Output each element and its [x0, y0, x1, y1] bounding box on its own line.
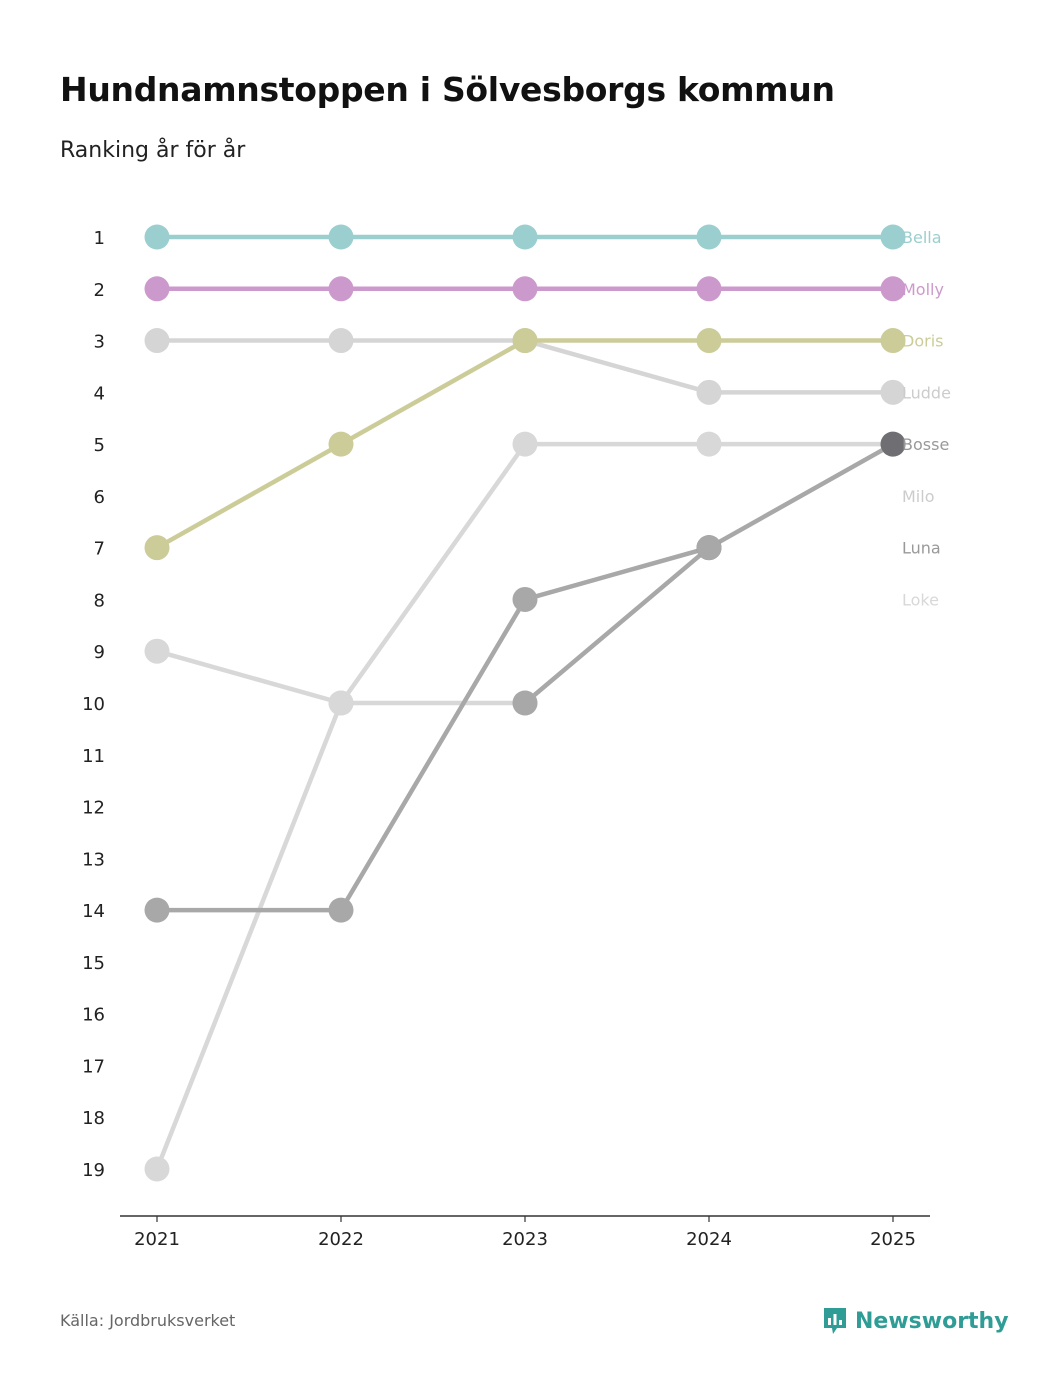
point-bella-2022: [328, 224, 354, 250]
x-axis-ticks: 2021 2022 2023 2024 2025: [134, 1216, 916, 1250]
y-tick-label: 7: [94, 539, 105, 560]
y-tick-label: 9: [94, 642, 105, 663]
point-luna-2023: [512, 586, 538, 612]
point-molly-2023: [512, 276, 538, 302]
point-doris-2025: [880, 328, 906, 354]
series-label-doris: Doris: [902, 332, 943, 351]
y-tick-label: 17: [82, 1056, 105, 1077]
point-ludde-2024: [696, 379, 722, 405]
source-note: Källa: Jordbruksverket: [60, 1311, 236, 1330]
point-bella-2025: [880, 224, 906, 250]
point-loke-2023: [512, 431, 538, 457]
point-loke-2024: [696, 431, 722, 457]
point-loke-2021: [144, 1156, 170, 1182]
newsworthy-logo: Newsworthy: [822, 1306, 1009, 1336]
series-label-loke: Loke: [902, 590, 939, 609]
series-points: [144, 224, 906, 1182]
series-label-milo: Milo: [902, 487, 934, 506]
y-tick-label: 8: [94, 590, 105, 611]
series-label-molly: Molly: [902, 280, 944, 299]
point-molly-2021: [144, 276, 170, 302]
point-bosse-2023: [512, 690, 538, 716]
series-label-bosse: Bosse: [902, 435, 949, 454]
point-bosse-2024: [696, 535, 722, 561]
series-label-luna: Luna: [902, 539, 941, 558]
series-label-bella: Bella: [902, 228, 942, 247]
chart-title: Hundnamnstoppen i Sölvesborgs kommun: [60, 70, 835, 109]
point-ludde-2025: [880, 379, 906, 405]
x-tick-label: 2023: [502, 1229, 548, 1250]
y-tick-label: 4: [94, 383, 105, 404]
point-ludde-2022: [328, 328, 354, 354]
point-milo-2021: [144, 638, 170, 664]
y-tick-label: 12: [82, 798, 105, 819]
point-luna-2022: [328, 897, 354, 923]
series-line-bosse: [523, 442, 895, 705]
series-line-luna: [157, 545, 710, 913]
y-tick-label: 19: [82, 1160, 105, 1181]
y-tick-label: 10: [82, 694, 105, 715]
y-tick-label: 18: [82, 1108, 105, 1129]
x-tick-label: 2022: [318, 1229, 364, 1250]
point-doris-2023: [512, 328, 538, 354]
point-doris-2021: [144, 535, 170, 561]
y-tick-label: 1: [94, 228, 105, 249]
point-molly-2024: [696, 276, 722, 302]
point-bella-2021: [144, 224, 170, 250]
x-tick-label: 2025: [870, 1229, 916, 1250]
point-doris-2024: [696, 328, 722, 354]
y-tick-label: 2: [94, 280, 105, 301]
point-luna-2021: [144, 897, 170, 923]
point-molly-2022: [328, 276, 354, 302]
y-tick-label: 15: [82, 953, 105, 974]
x-tick-label: 2024: [686, 1229, 732, 1250]
point-doris-2022: [328, 431, 354, 457]
y-tick-label: 13: [82, 849, 105, 870]
point-loke-2022: [328, 690, 354, 716]
brand-name: Newsworthy: [855, 1308, 1009, 1334]
y-tick-label: 11: [82, 746, 105, 767]
point-bella-2023: [512, 224, 538, 250]
y-tick-label: 3: [94, 332, 105, 353]
y-tick-label: 16: [82, 1005, 105, 1026]
bar-chart-icon: [824, 1308, 846, 1334]
x-tick-label: 2021: [134, 1229, 180, 1250]
series-labels: Bella Molly Doris Ludde Bosse Milo Luna Loke: [902, 228, 951, 609]
point-bosse-2025: [880, 431, 906, 457]
point-bella-2024: [696, 224, 722, 250]
y-tick-label: 14: [82, 901, 105, 922]
series-line-loke: [154, 441, 893, 1170]
point-ludde-2021: [144, 328, 170, 354]
y-tick-label: 5: [94, 435, 105, 456]
chart-subtitle: Ranking år för år: [60, 138, 246, 163]
series-label-ludde: Ludde: [902, 383, 951, 402]
point-molly-2025: [880, 276, 906, 302]
y-tick-label: 6: [94, 487, 105, 508]
